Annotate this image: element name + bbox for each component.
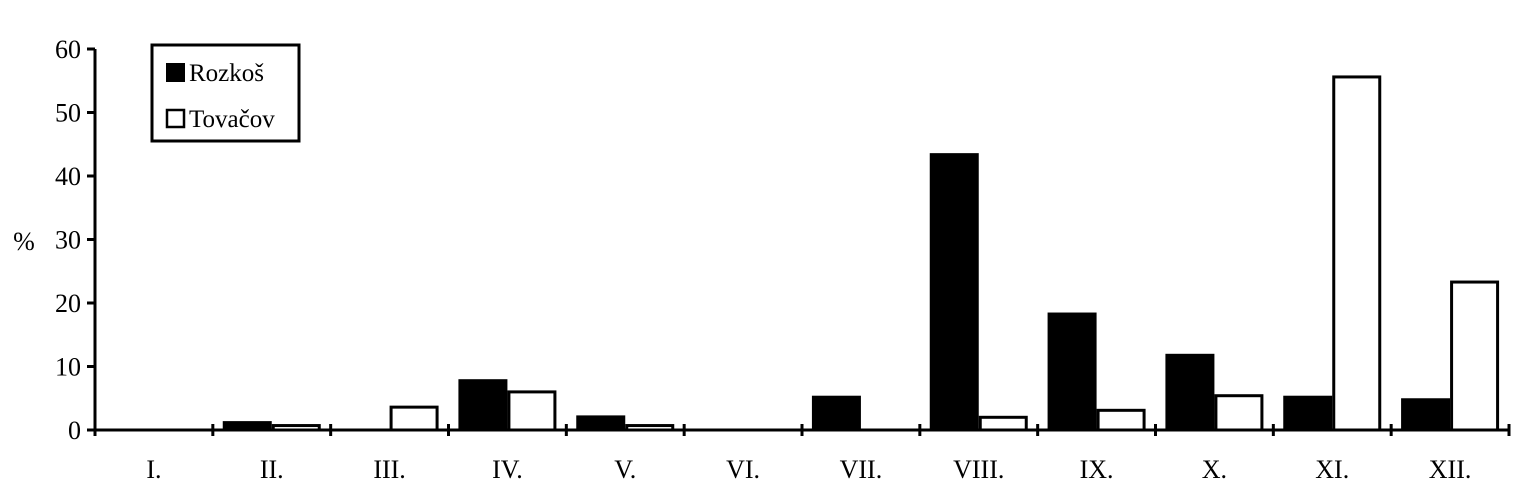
bar-rozkos bbox=[222, 421, 272, 430]
y-axis-label: % bbox=[13, 227, 35, 256]
y-tick-label: 20 bbox=[55, 289, 81, 318]
bar-rozkos bbox=[1047, 312, 1097, 430]
x-tick-label: IX. bbox=[1080, 455, 1114, 484]
bar-tovacov bbox=[389, 405, 439, 432]
x-tick-label: IV. bbox=[492, 455, 523, 484]
bar-tovacov bbox=[1096, 408, 1146, 432]
bar-tovacov bbox=[1214, 394, 1264, 432]
x-tick-label: II. bbox=[260, 455, 284, 484]
y-tick-label: 60 bbox=[55, 35, 81, 64]
y-tick-label: 0 bbox=[68, 416, 81, 445]
bar-tovacov bbox=[1332, 75, 1382, 432]
x-tick-label: I. bbox=[146, 455, 161, 484]
bar-tovacov bbox=[1450, 280, 1500, 432]
legend-swatch-tovacov bbox=[165, 108, 186, 129]
x-tick-label: VIII. bbox=[953, 455, 1004, 484]
y-tick-label: 40 bbox=[55, 162, 81, 191]
bar-rozkos bbox=[576, 415, 626, 430]
y-tick-label: 30 bbox=[55, 226, 81, 255]
bar-tovacov bbox=[271, 424, 321, 432]
y-tick-label: 50 bbox=[55, 99, 81, 128]
bar-rozkos bbox=[1165, 353, 1215, 430]
bar-rozkos bbox=[1283, 395, 1333, 430]
bar-rozkos bbox=[811, 395, 861, 430]
bar-rozkos bbox=[1401, 398, 1451, 430]
x-tick-label: V. bbox=[614, 455, 636, 484]
bar-tovacov bbox=[978, 415, 1028, 432]
y-tick-label: 10 bbox=[55, 353, 81, 382]
x-tick-label: XII. bbox=[1429, 455, 1472, 484]
y-axis: 0 10 20 30 40 50 60 bbox=[55, 35, 97, 445]
bar-rozkos bbox=[929, 153, 979, 430]
legend-label-rozkos: Rozkoš bbox=[189, 60, 264, 87]
x-tick-label: III. bbox=[373, 455, 405, 484]
x-axis: I. II. III. IV. V. VI. VII. VIII. IX. X. XI. XII. bbox=[93, 424, 1511, 484]
legend-swatch-rozkos bbox=[166, 63, 185, 82]
x-tick-label: XI. bbox=[1315, 455, 1349, 484]
x-tick-label: X. bbox=[1202, 455, 1227, 484]
x-tick-label: VI. bbox=[726, 455, 760, 484]
legend: Rozkoš Tovačov bbox=[150, 43, 301, 143]
legend-label-tovacov: Tovačov bbox=[189, 106, 275, 133]
x-tick-label: VII. bbox=[840, 455, 883, 484]
bar-rozkos bbox=[458, 379, 508, 430]
bars bbox=[222, 75, 1500, 432]
bar-tovacov bbox=[507, 390, 557, 432]
bar-tovacov bbox=[625, 424, 675, 432]
